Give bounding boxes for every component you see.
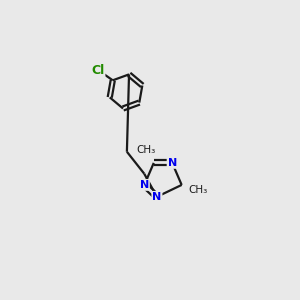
Text: CH₃: CH₃ — [188, 184, 208, 195]
Text: CH₃: CH₃ — [136, 145, 156, 154]
Text: N: N — [168, 158, 177, 168]
Text: N: N — [152, 192, 161, 202]
Text: N: N — [140, 180, 149, 190]
Text: Cl: Cl — [91, 64, 104, 77]
